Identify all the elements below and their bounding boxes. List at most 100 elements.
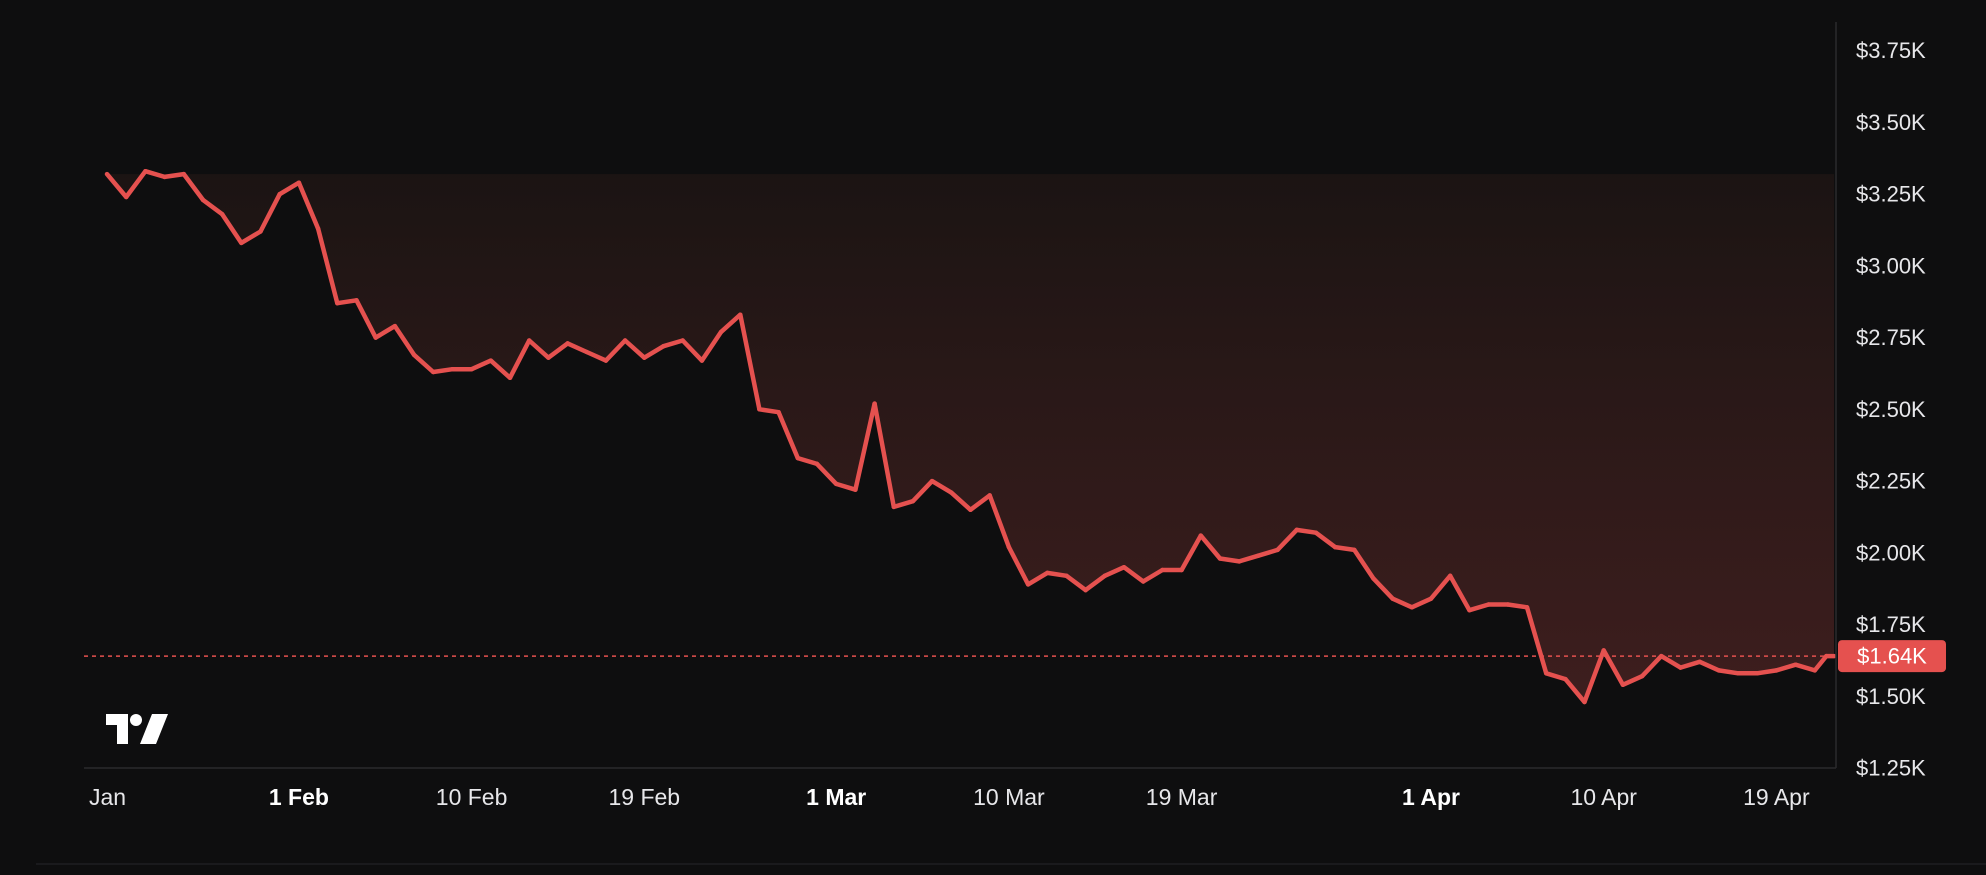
price-line-segment bbox=[335, 298, 359, 306]
price-line-segment bbox=[1121, 564, 1146, 584]
price-line-segment bbox=[1582, 648, 1606, 705]
area-fill bbox=[107, 171, 1834, 702]
price-line-segment bbox=[795, 455, 820, 467]
price-line-segment bbox=[1083, 573, 1108, 593]
price-line-segment bbox=[642, 343, 666, 360]
price-line-segment bbox=[200, 197, 225, 217]
price-line-segment bbox=[296, 180, 321, 231]
price-line-segment bbox=[1812, 653, 1829, 673]
price-line-segment bbox=[123, 168, 148, 200]
price-line-segment bbox=[1332, 544, 1357, 553]
price-line-segment bbox=[1409, 596, 1434, 610]
price-line-segment bbox=[603, 338, 628, 363]
price-line-segment bbox=[1793, 662, 1818, 673]
price-line-segment bbox=[1505, 602, 1530, 610]
price-line-segment bbox=[1045, 570, 1069, 579]
price-line-segment bbox=[910, 478, 935, 504]
price-line-segment bbox=[1313, 530, 1338, 550]
x-tick-label: 10 Apr bbox=[1570, 784, 1637, 810]
price-line-segment bbox=[872, 401, 897, 510]
price-line-segment bbox=[699, 329, 724, 363]
price-line-segment bbox=[1217, 556, 1242, 564]
price-line-segment bbox=[507, 338, 532, 381]
price-line-segment bbox=[315, 226, 340, 306]
price-line-segment bbox=[1236, 553, 1261, 564]
price-line-segment bbox=[622, 338, 647, 360]
price-line-segment bbox=[1064, 573, 1088, 593]
tradingview-logo-slash bbox=[140, 714, 168, 744]
y-tick-label: $3.00K bbox=[1856, 253, 1926, 278]
price-line-segment bbox=[1620, 673, 1645, 688]
price-line-segment bbox=[757, 407, 781, 415]
tradingview-logo-icon[interactable] bbox=[106, 714, 168, 744]
price-line-segment bbox=[354, 298, 378, 340]
price-line-segment bbox=[565, 341, 589, 355]
price-line-segment bbox=[1697, 659, 1722, 673]
price-line-segment bbox=[546, 341, 570, 360]
price-line-segment bbox=[1543, 671, 1568, 682]
price-line-segment bbox=[162, 171, 187, 180]
price-line-segment bbox=[833, 481, 858, 492]
price-line-segment bbox=[430, 366, 455, 375]
y-tick-label: $3.50K bbox=[1856, 110, 1926, 135]
x-tick-label: 1 Apr bbox=[1402, 784, 1460, 810]
price-line-segment bbox=[1678, 659, 1702, 670]
price-line-segment bbox=[1639, 653, 1664, 679]
y-tick-label: $1.75K bbox=[1856, 612, 1926, 637]
price-line-segment bbox=[987, 493, 1012, 550]
tradingview-logo-dot bbox=[130, 714, 142, 726]
y-axis-ticks: $3.75K $3.50K $3.25K $3.00K $2.75K $2.50K $2.2… bbox=[1856, 38, 1926, 780]
price-line-segment bbox=[1006, 544, 1031, 587]
x-tick-label: 19 Apr bbox=[1743, 784, 1810, 810]
price-line-segment bbox=[853, 401, 877, 492]
price-line-segment bbox=[277, 180, 302, 197]
price-line-segment bbox=[411, 352, 436, 375]
price-line-segment bbox=[738, 312, 762, 412]
x-tick-label: 19 Mar bbox=[1146, 784, 1218, 810]
current-price-label: $1.64K bbox=[1838, 640, 1946, 673]
price-line-segment bbox=[891, 498, 916, 510]
price-line-segment bbox=[1447, 573, 1472, 613]
price-line-segment bbox=[392, 323, 417, 358]
price-line-segment bbox=[143, 168, 167, 180]
price-line-segment bbox=[1467, 602, 1491, 613]
price-line-segment bbox=[239, 229, 263, 246]
price-line-segment bbox=[258, 191, 282, 234]
y-tick-label: $3.75K bbox=[1856, 38, 1926, 63]
current-price-label-bg bbox=[1838, 640, 1946, 673]
y-tick-label: $2.50K bbox=[1856, 397, 1926, 422]
price-line-segment bbox=[1294, 527, 1319, 535]
y-tick-label: $2.25K bbox=[1856, 469, 1926, 494]
price-line-segment bbox=[526, 338, 551, 360]
price-line-segment bbox=[219, 211, 244, 246]
y-tick-label: $2.75K bbox=[1856, 325, 1926, 350]
price-line-segment bbox=[680, 338, 705, 363]
current-price-label-text: $1.64K bbox=[1857, 644, 1927, 669]
price-line-segment bbox=[776, 409, 801, 461]
price-line-segment bbox=[1198, 533, 1223, 561]
price-line-segment bbox=[1102, 564, 1127, 579]
price-line-segment bbox=[1754, 668, 1779, 676]
price-line-segment bbox=[1256, 547, 1280, 558]
price-line-segment bbox=[1716, 668, 1741, 676]
y-tick-label: $2.00K bbox=[1856, 540, 1926, 565]
y-tick-label: $1.50K bbox=[1856, 684, 1926, 709]
price-line-segment bbox=[929, 478, 954, 495]
price-line-segment bbox=[373, 323, 398, 340]
price-line-segment bbox=[1025, 570, 1050, 587]
x-tick-label: Jan bbox=[89, 784, 126, 810]
price-line-segment bbox=[488, 358, 513, 381]
price-line-segment bbox=[1140, 567, 1165, 584]
x-tick-label: 1 Mar bbox=[806, 784, 866, 810]
tradingview-logo-bar bbox=[106, 714, 128, 744]
price-line-segment bbox=[1563, 676, 1587, 705]
price-line-segment bbox=[469, 358, 494, 372]
price-line-segment bbox=[949, 490, 973, 513]
x-axis-ticks: Jan 1 Feb 10 Feb 19 Feb 1 Mar 10 Mar 19 Mar 1 A… bbox=[89, 784, 1810, 810]
area-fill-layer bbox=[107, 171, 1834, 702]
price-line-segment bbox=[1371, 576, 1395, 601]
price-line-segment bbox=[1390, 596, 1415, 610]
price-line-segment bbox=[1179, 533, 1204, 573]
price-line-segment bbox=[814, 461, 839, 487]
